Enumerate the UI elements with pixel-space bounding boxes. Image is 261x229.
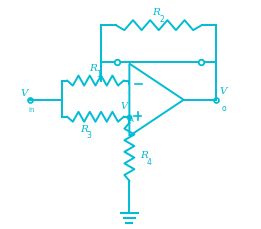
Text: V: V xyxy=(20,89,28,98)
Text: R: R xyxy=(153,8,161,17)
Text: in: in xyxy=(28,106,35,113)
Text: 4: 4 xyxy=(147,158,151,167)
Text: R: R xyxy=(89,64,97,73)
Text: 3: 3 xyxy=(87,131,92,140)
Text: R: R xyxy=(140,151,148,160)
Text: A: A xyxy=(129,117,134,123)
Text: V: V xyxy=(120,102,127,111)
Text: 2: 2 xyxy=(159,14,164,24)
Text: V: V xyxy=(219,87,227,96)
Text: R: R xyxy=(80,125,88,134)
Text: 1: 1 xyxy=(96,70,100,79)
Text: o: o xyxy=(222,104,227,113)
